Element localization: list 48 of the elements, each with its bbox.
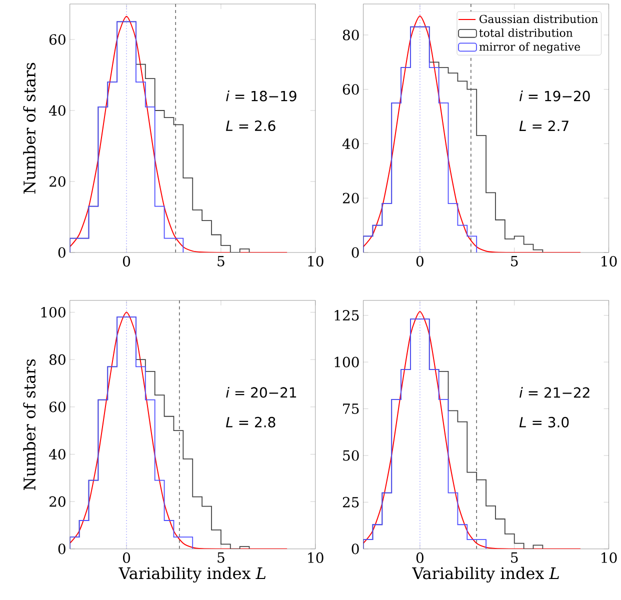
y-tick-label: 50 — [343, 450, 359, 461]
annotation: L = 2.6 — [226, 120, 276, 132]
y-tick-label: 0 — [352, 247, 359, 258]
y-tick-label: 80 — [342, 30, 359, 40]
annotation: L = 2.8 — [226, 416, 276, 428]
y-tick-label: 40 — [48, 449, 66, 460]
y-tick-label: 75 — [343, 404, 359, 414]
y-axis-title: Number of stars — [23, 63, 36, 194]
x-tick-label: 5 — [511, 256, 518, 267]
annotation: i = 19−20 — [520, 90, 590, 102]
y-tick-label: 0 — [352, 544, 359, 554]
x-tick-label: 5 — [511, 552, 518, 563]
annotation: i = 21−22 — [520, 387, 590, 398]
x-tick-label: 0 — [416, 256, 424, 267]
annotation: L = 3.0 — [519, 416, 569, 428]
legend-label: Gaussian distribution — [480, 14, 598, 24]
y-tick-label: 40 — [48, 105, 66, 116]
y-tick-label: 20 — [342, 192, 359, 204]
y-tick-label: 60 — [49, 34, 66, 45]
y-tick-label: 40 — [342, 138, 359, 150]
x-tick-label: 0 — [416, 552, 424, 564]
x-tick-label: 10 — [308, 256, 324, 267]
annotation: L = 2.7 — [519, 120, 568, 132]
x-tick-label: 5 — [218, 552, 224, 563]
annotation: i = 18−19 — [226, 90, 296, 102]
y-tick-label: 100 — [41, 307, 66, 318]
legend-label: mirror of negative — [479, 42, 580, 54]
annotation: i = 20−21 — [226, 387, 296, 398]
x-tick-label: 0 — [123, 552, 130, 564]
x-tick-label: 10 — [602, 552, 617, 564]
y-tick-label: 25 — [342, 496, 359, 508]
y-tick-label: 60 — [49, 402, 66, 412]
y-tick-label: 20 — [50, 496, 66, 507]
x-axis-title: Variability index L — [412, 566, 559, 583]
y-tick-label: 0 — [58, 544, 66, 554]
x-tick-label: 0 — [123, 256, 130, 267]
y-tick-label: 100 — [334, 356, 359, 368]
y-tick-label: 80 — [49, 354, 66, 365]
legend-label: total distribution — [479, 28, 573, 38]
y-tick-label: 60 — [342, 84, 359, 95]
x-axis-title: Variability index L — [118, 566, 266, 583]
x-tick-label: 5 — [218, 256, 224, 266]
y-axis-title: Number of stars — [23, 359, 36, 490]
x-tick-label: 10 — [308, 552, 324, 564]
x-tick-label: 10 — [602, 256, 617, 267]
y-tick-label: 0 — [58, 247, 66, 258]
y-tick-label: 20 — [50, 176, 66, 187]
y-tick-label: 125 — [334, 310, 359, 321]
